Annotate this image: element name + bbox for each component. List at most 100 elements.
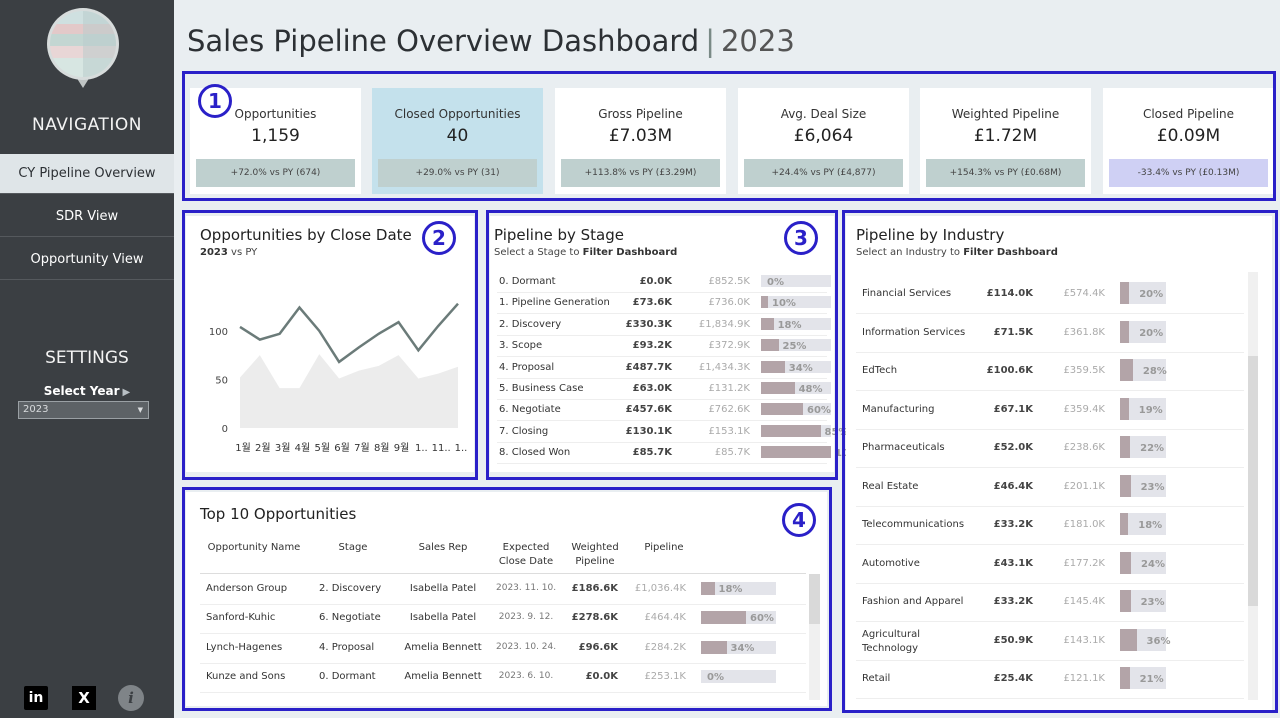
industry-pct: 24%	[1141, 558, 1165, 570]
kpi-value: 1,159	[251, 126, 300, 146]
kpi-row: Opportunities 1,159 +72.0% vs PY (674) C…	[186, 80, 1274, 198]
nav-item-cy-pipeline-overview[interactable]: CY Pipeline Overview	[0, 154, 174, 194]
stage-value: £63.0K	[632, 383, 672, 394]
opportunity-bar	[701, 611, 776, 625]
stage-value: £330.3K	[625, 318, 672, 330]
stage-value: £457.6K	[625, 404, 672, 416]
x-tick-label: 5월	[314, 442, 330, 454]
linkedin-icon[interactable]: in	[24, 686, 48, 710]
industry-scrollbar[interactable]	[1248, 272, 1258, 700]
kpi-label: Opportunities	[234, 107, 317, 121]
industry-value: £43.1K	[993, 557, 1033, 569]
y-tick-label: 50	[215, 375, 228, 386]
industry-scroll-thumb[interactable]	[1248, 356, 1258, 606]
opportunity-name: Sanford-Kuhic	[206, 612, 276, 624]
chevron-down-icon: ▼	[137, 406, 143, 414]
industry-name: Pharmaceuticals	[862, 442, 945, 453]
industry-bar	[1120, 436, 1166, 458]
opportunity-rep: Amelia Bennett	[404, 670, 482, 682]
settings-title: SETTINGS	[45, 348, 129, 368]
row-divider	[856, 351, 1244, 353]
x-twitter-icon[interactable]: X	[72, 686, 96, 710]
opportunity-bar-fill	[701, 582, 715, 595]
opportunity-stage: 6. Negotiate	[319, 612, 381, 624]
row-divider	[497, 377, 827, 379]
industry-bar-fill	[1120, 628, 1137, 651]
industry-pct: 22%	[1140, 443, 1165, 454]
close-date-title: Opportunities by Close Date	[200, 226, 412, 244]
column-header: Stage	[338, 542, 368, 553]
nav-item-sdr-view[interactable]: SDR View	[0, 197, 174, 237]
logo-icon	[47, 8, 119, 88]
industry-panel	[846, 216, 1272, 710]
opportunity-close-date: 2023. 6. 10.	[498, 670, 554, 681]
py-area-series[interactable]	[240, 354, 458, 428]
kpi-card-closed-opportunities[interactable]: Closed Opportunities 40 +29.0% vs PY (31…	[372, 88, 543, 194]
stage-bar-fill	[761, 296, 768, 309]
stage-total: £1,834.9K	[698, 318, 750, 330]
top10-scroll-thumb[interactable]	[809, 574, 820, 624]
industry-bar	[1120, 320, 1166, 343]
kpi-card-avg-deal-size[interactable]: Avg. Deal Size £6,064 +24.4% vs PY (£4,8…	[738, 88, 909, 194]
sidebar: NAVIGATION CY Pipeline Overview SDR View…	[0, 0, 174, 718]
row-divider	[856, 428, 1244, 430]
year-select[interactable]: 2023 ▼	[18, 401, 149, 419]
stage-pct: 10%	[772, 298, 796, 310]
x-tick-label: 7월	[354, 442, 370, 454]
stage-name: 4. Proposal	[499, 361, 555, 373]
industry-value: £71.5K	[993, 326, 1033, 338]
kpi-value: £1.72M	[973, 126, 1038, 146]
industry-title: Pipeline by Industry	[856, 226, 1005, 244]
highlight-frame-3	[486, 210, 838, 480]
stage-value: £487.7K	[625, 361, 672, 373]
row-divider	[497, 292, 827, 293]
industry-bar	[1120, 551, 1166, 574]
industry-bar-fill	[1120, 282, 1130, 304]
row-divider	[497, 313, 827, 315]
x-tick-label: 2월	[255, 442, 271, 454]
opportunity-bar-fill	[701, 640, 727, 654]
stage-name: 0. Dormant	[499, 276, 556, 287]
nav-item-opportunity-view[interactable]: Opportunity View	[0, 240, 174, 280]
stage-value: £73.6K	[632, 297, 672, 309]
play-arrow-icon: ▶	[122, 387, 131, 398]
row-divider	[856, 698, 1244, 699]
info-icon[interactable]: i	[118, 685, 144, 711]
industry-subtitle-text: Select an Industry to	[856, 247, 964, 258]
x-tick-label: 4월	[295, 442, 311, 454]
stage-pct: 25%	[782, 341, 807, 353]
stage-name: 7. Closing	[499, 425, 549, 437]
opportunity-pipeline: £1,036.4K	[634, 583, 686, 594]
column-header: Pipeline	[644, 542, 684, 553]
industry-name: EdTech	[862, 365, 898, 376]
industry-pct: 36%	[1146, 635, 1171, 647]
stage-name: 6. Negotiate	[499, 404, 561, 416]
kpi-label: Weighted Pipeline	[951, 107, 1060, 121]
kpi-card-closed-pipeline[interactable]: Closed Pipeline £0.09M -33.4% vs PY (£0.…	[1103, 88, 1274, 194]
industry-bar	[1120, 397, 1166, 420]
x-tick-label: 1..	[415, 443, 428, 454]
row-divider	[200, 604, 806, 605]
row-divider	[497, 356, 827, 358]
industry-value: £67.1K	[993, 403, 1033, 415]
stage-bar	[761, 446, 831, 459]
cy-line-series[interactable]	[239, 302, 459, 364]
industry-pct: 28%	[1142, 366, 1167, 377]
opportunity-name: Anderson Group	[206, 583, 288, 594]
x-tick-label: 3월	[275, 442, 291, 454]
opportunity-bar-fill	[701, 611, 746, 625]
y-tick-label: 100	[209, 327, 228, 338]
opportunity-pct: 18%	[718, 584, 743, 595]
kpi-label: Closed Pipeline	[1142, 107, 1235, 121]
x-tick-label: 11..	[432, 443, 451, 454]
industry-bar	[1120, 590, 1166, 612]
row-divider	[856, 582, 1244, 584]
industry-pct: 20%	[1139, 327, 1164, 339]
opportunity-stage: 2. Discovery	[319, 583, 382, 594]
industry-value: £114.0K	[986, 288, 1033, 299]
kpi-card-weighted-pipeline[interactable]: Weighted Pipeline £1.72M +154.3% vs PY (…	[920, 88, 1091, 194]
row-divider	[856, 313, 1244, 314]
industry-bar	[1120, 628, 1166, 651]
top10-scrollbar[interactable]	[809, 574, 820, 700]
kpi-card-gross-pipeline[interactable]: Gross Pipeline £7.03M +113.8% vs PY (£3.…	[555, 88, 726, 194]
